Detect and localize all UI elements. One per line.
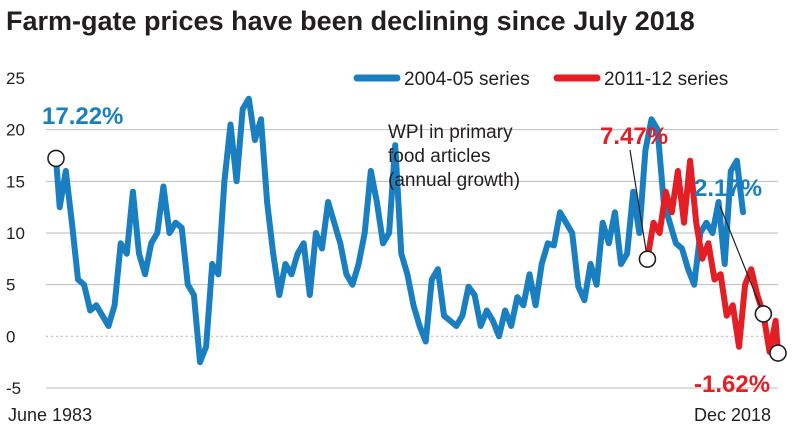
callout-label-1: 7.47% bbox=[600, 123, 668, 150]
y-tick-label-5: 5 bbox=[6, 276, 15, 295]
callout-marker-0 bbox=[47, 149, 65, 168]
series-lines bbox=[53, 95, 781, 366]
callout-label-3: -1.62% bbox=[694, 371, 770, 398]
annotation-line-2: food articles bbox=[388, 146, 490, 167]
y-tick-label-10: 10 bbox=[6, 224, 25, 243]
callout-marker-3 bbox=[769, 344, 787, 362]
x-start-label: June 1983 bbox=[8, 405, 92, 425]
y-tick-label-20: 20 bbox=[6, 121, 25, 140]
callout-marker-1 bbox=[638, 250, 657, 268]
callout-marker-2 bbox=[754, 305, 773, 323]
annotation-line-1: WPI in primary bbox=[388, 122, 513, 143]
callouts: 17.22% 7.47% 2.17% -1.62% bbox=[42, 103, 787, 398]
callout-label-2: 2.17% bbox=[694, 175, 762, 202]
chart-annotation: WPI in primary food articles (annual gro… bbox=[388, 122, 520, 191]
legend: 2004-05 series 2011-12 series bbox=[353, 69, 728, 90]
legend-label-2011-12: 2011-12 series bbox=[604, 69, 728, 90]
y-tick-label-neg5: -5 bbox=[6, 379, 21, 398]
callout-leader-1 bbox=[629, 149, 649, 260]
callout-label-0: 17.22% bbox=[42, 103, 123, 130]
x-end-label: Dec 2018 bbox=[694, 405, 771, 425]
chart-title: Farm-gate prices have been declining sin… bbox=[6, 6, 695, 36]
series-line-2011-12 bbox=[644, 157, 781, 357]
grid-layer bbox=[46, 129, 778, 389]
y-tick-label-15: 15 bbox=[6, 172, 25, 191]
annotation-line-3: (annual growth) bbox=[388, 170, 520, 191]
y-tick-label-0: 0 bbox=[6, 327, 15, 346]
y-axis-ticks: -5 0 5 10 15 20 25 bbox=[6, 69, 25, 398]
series-line-2004-05 bbox=[53, 95, 746, 366]
legend-label-2004-05: 2004-05 series bbox=[404, 69, 530, 90]
callout-leader-2 bbox=[719, 205, 764, 315]
y-tick-label-25: 25 bbox=[6, 69, 25, 88]
